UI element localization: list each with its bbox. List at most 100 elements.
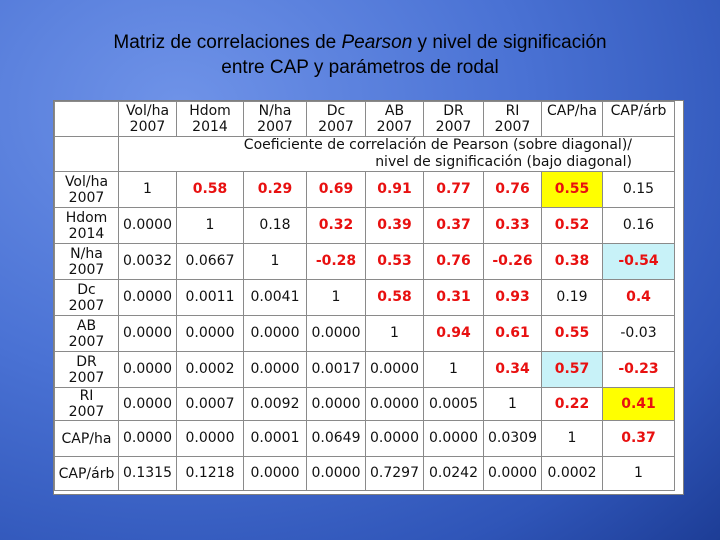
title-line-1: Matriz de correlaciones de Pearson y niv… bbox=[0, 30, 720, 55]
matrix-cell: 0.61 bbox=[483, 315, 542, 352]
matrix-cell: 1 bbox=[243, 243, 307, 280]
matrix-cell: 0.0000 bbox=[176, 420, 244, 457]
matrix-cell: 0.0667 bbox=[176, 243, 244, 280]
matrix-cell: 0.0000 bbox=[365, 351, 424, 388]
row-header-name: DR bbox=[76, 353, 97, 370]
matrix-cell: 1 bbox=[118, 171, 177, 208]
column-header-row: Vol/ha 2007 Hdom 2014 N/ha 2007 Dc 2007 AB 2007 DR… bbox=[54, 101, 675, 137]
matrix-cell: 1 bbox=[176, 207, 244, 244]
matrix-cell: 0.0000 bbox=[118, 351, 177, 388]
column-header-year: 2007 bbox=[376, 119, 413, 135]
matrix-cell: 0.1218 bbox=[176, 456, 244, 491]
matrix-cell: 0.0041 bbox=[243, 279, 307, 316]
matrix-cell: 0.4 bbox=[602, 279, 675, 316]
row-header-name: Dc bbox=[77, 281, 96, 298]
matrix-cell: 0.58 bbox=[176, 171, 244, 208]
title-part-1: Matriz de correlaciones de bbox=[113, 32, 342, 53]
matrix-cell: 0.0000 bbox=[306, 315, 366, 352]
row-header-name: CAP/árb bbox=[58, 465, 115, 482]
matrix-cell: 0.41 bbox=[602, 387, 675, 421]
matrix-cell: 0.52 bbox=[541, 207, 603, 244]
row-header: N/ha 2007 bbox=[54, 243, 119, 280]
title-line-2: entre CAP y parámetros de rodal bbox=[221, 57, 499, 78]
coefficient-label-line-2: nivel de significación (bajo diagonal) bbox=[375, 154, 632, 170]
column-header-year: 2007 bbox=[129, 119, 166, 135]
matrix-cell: 0.31 bbox=[423, 279, 484, 316]
matrix-cell: 0.37 bbox=[602, 420, 675, 457]
row-header-year: 2007 bbox=[68, 404, 105, 420]
matrix-cell: 0.53 bbox=[365, 243, 424, 280]
matrix-cell: 0.0000 bbox=[118, 387, 177, 421]
matrix-cell: 0.0000 bbox=[243, 351, 307, 388]
matrix-cell: 0.93 bbox=[483, 279, 542, 316]
column-header-year: 2007 bbox=[318, 119, 354, 135]
matrix-cell: 0.0000 bbox=[243, 456, 307, 491]
column-header: Hdom 2014 bbox=[176, 101, 244, 137]
matrix-cell: 0.0017 bbox=[306, 351, 366, 388]
matrix-row: AB 2007 0.0000 0.0000 0.0000 0.0000 1 0.94 0.61 0… bbox=[54, 315, 675, 352]
matrix-cell: 0.37 bbox=[423, 207, 484, 244]
matrix-row: DR 2007 0.0000 0.0002 0.0000 0.0017 0.0000 1 0.3… bbox=[54, 351, 675, 388]
matrix-cell: 0.0000 bbox=[118, 279, 177, 316]
matrix-cell: 0.0000 bbox=[118, 207, 177, 244]
row-header-name: RI bbox=[79, 388, 94, 405]
matrix-row: Hdom 2014 0.0000 1 0.18 0.32 0.39 0.37 0.33 0.52 0… bbox=[54, 207, 675, 244]
row-header-name: Hdom bbox=[65, 209, 108, 226]
row-header: AB 2007 bbox=[54, 315, 119, 352]
column-header-year: 2007 bbox=[257, 119, 293, 135]
matrix-cell: 0.0000 bbox=[243, 315, 307, 352]
column-header-name: CAP/ha bbox=[547, 103, 597, 119]
matrix-cell: 1 bbox=[602, 456, 675, 491]
matrix-cell: 0.22 bbox=[541, 387, 603, 421]
title-italic-pearson: Pearson bbox=[341, 32, 413, 53]
matrix-cell: 0.7297 bbox=[365, 456, 424, 491]
correlation-table-frame: Vol/ha 2007 Hdom 2014 N/ha 2007 Dc 2007 AB 2007 DR… bbox=[53, 100, 684, 495]
matrix-cell: 0.55 bbox=[541, 315, 603, 352]
matrix-row: CAP/ha 0.0000 0.0000 0.0001 0.0649 0.0000 0.00… bbox=[54, 420, 675, 457]
matrix-cell: 0.0242 bbox=[423, 456, 484, 491]
matrix-cell: 0.0000 bbox=[306, 387, 366, 421]
row-header: Vol/ha 2007 bbox=[54, 171, 119, 208]
matrix-cell: 0.38 bbox=[541, 243, 603, 280]
matrix-cell: 0.76 bbox=[423, 243, 484, 280]
column-header-name: CAP/árb bbox=[610, 103, 667, 119]
matrix-cell: 1 bbox=[365, 315, 424, 352]
matrix-cell: 0.69 bbox=[306, 171, 366, 208]
matrix-cell: 0.0000 bbox=[483, 456, 542, 491]
row-header: CAP/ha bbox=[54, 420, 119, 457]
matrix-cell: 0.0309 bbox=[483, 420, 542, 457]
row-header-year: 2007 bbox=[68, 189, 105, 206]
row-header-year: 2007 bbox=[68, 297, 105, 314]
matrix-cell: 1 bbox=[306, 279, 366, 316]
row-header: Dc 2007 bbox=[54, 279, 119, 316]
matrix-cell: 0.16 bbox=[602, 207, 675, 244]
label-row-blank-cell bbox=[54, 136, 119, 172]
row-header-year: 2007 bbox=[68, 333, 105, 350]
matrix-cell: 0.0000 bbox=[306, 456, 366, 491]
row-header-name: AB bbox=[76, 317, 97, 334]
matrix-cell: 0.0007 bbox=[176, 387, 244, 421]
matrix-cell: 0.0000 bbox=[118, 315, 177, 352]
slide-title: Matriz de correlaciones de Pearson y niv… bbox=[0, 30, 720, 80]
matrix-cell: 0.55 bbox=[541, 171, 603, 208]
matrix-cell: -0.26 bbox=[483, 243, 542, 280]
title-part-2: y nivel de significación bbox=[412, 32, 607, 53]
matrix-cell: 0.76 bbox=[483, 171, 542, 208]
matrix-cell: -0.28 bbox=[306, 243, 366, 280]
matrix-cell: 0.19 bbox=[541, 279, 603, 316]
matrix-cell: 0.15 bbox=[602, 171, 675, 208]
column-header-name: DR bbox=[443, 103, 464, 119]
matrix-cell: 0.0011 bbox=[176, 279, 244, 316]
column-header: CAP/ha bbox=[541, 101, 603, 137]
row-header: DR 2007 bbox=[54, 351, 119, 388]
column-header-name: Hdom bbox=[189, 103, 231, 119]
matrix-row: CAP/árb 0.1315 0.1218 0.0000 0.0000 0.7297 0.0… bbox=[54, 456, 675, 491]
coefficient-label: Coeficiente de correlación de Pearson (s… bbox=[118, 136, 675, 172]
matrix-cell: 0.0002 bbox=[541, 456, 603, 491]
correlation-matrix-table: Vol/ha 2007 Hdom 2014 N/ha 2007 Dc 2007 AB 2007 DR… bbox=[54, 101, 675, 491]
matrix-cell: -0.03 bbox=[602, 315, 675, 352]
matrix-row: Vol/ha 2007 1 0.58 0.29 0.69 0.91 0.77 0.76 0.55 0… bbox=[54, 171, 675, 208]
matrix-cell: 0.0000 bbox=[365, 420, 424, 457]
matrix-row: RI 2007 0.0000 0.0007 0.0092 0.0000 0.0000 0.00… bbox=[54, 387, 675, 421]
column-header: AB 2007 bbox=[365, 101, 424, 137]
